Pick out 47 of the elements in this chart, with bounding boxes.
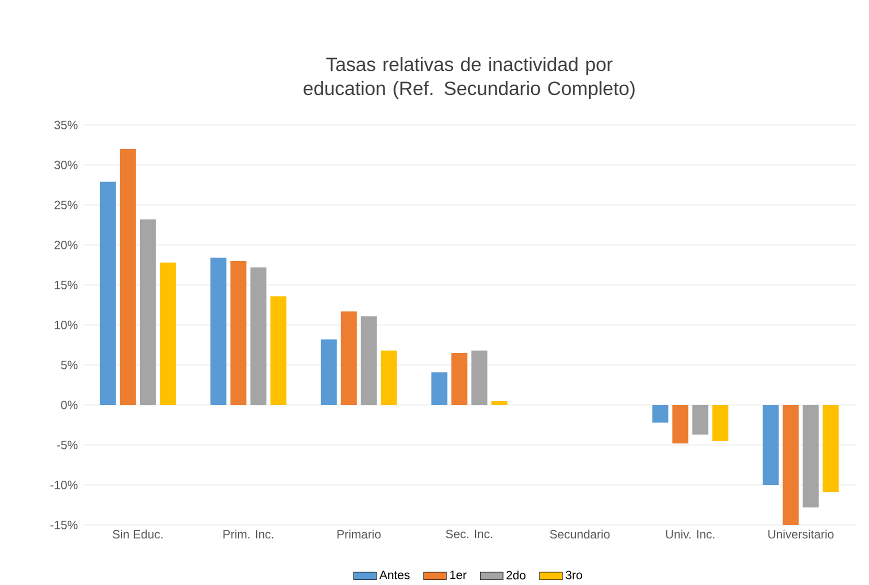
y-tick-label: -10% — [50, 480, 78, 490]
bar — [140, 219, 156, 405]
bar — [672, 404, 688, 444]
bar — [360, 316, 377, 405]
x-tick-label: Prim. Inc. — [223, 530, 274, 539]
y-tick-label: 10% — [54, 320, 78, 330]
bar — [250, 267, 266, 405]
bar — [491, 400, 508, 405]
legend-label: Antes — [379, 570, 410, 580]
bar — [270, 296, 286, 405]
bar — [340, 311, 357, 405]
x-tick-label: Primario — [338, 530, 381, 539]
bar — [380, 350, 397, 405]
bar — [652, 404, 668, 423]
x-tick-label: Secundario — [550, 530, 610, 539]
chart-title: Tasas relativas de inactividad por education (Ref. Secundario Completo) — [304, 57, 635, 99]
x-tick-label: Universitario — [768, 530, 834, 539]
bar — [100, 182, 116, 405]
bar — [431, 372, 448, 405]
y-tick-label: 35% — [54, 120, 78, 130]
x-tick-label: Univ. Inc. — [666, 530, 714, 539]
legend-label: 3ro — [566, 570, 582, 580]
y-tick-label: 25% — [54, 200, 78, 210]
y-tick-label: -15% — [50, 520, 78, 530]
y-tick-label: 30% — [54, 160, 78, 170]
bar — [471, 350, 488, 405]
bar — [762, 404, 779, 485]
bar — [451, 352, 468, 405]
bar — [782, 404, 799, 525]
y-tick-label: 5% — [61, 360, 78, 370]
legend-label: 2do — [506, 570, 526, 580]
bar — [822, 404, 839, 492]
y-tick-label: 0% — [61, 400, 78, 410]
y-tick-label: 20% — [54, 240, 78, 250]
x-tick-label: Sin Educ. — [112, 530, 162, 539]
bar — [230, 260, 246, 405]
bar — [120, 148, 136, 405]
y-tick-label: 15% — [54, 280, 78, 290]
y-tick-label: -5% — [57, 440, 78, 450]
bar — [320, 339, 337, 405]
bar — [802, 404, 819, 508]
bar — [210, 258, 226, 405]
bar — [160, 262, 176, 405]
bar — [692, 404, 708, 435]
legend-label: 1er — [450, 570, 466, 580]
bar — [712, 404, 728, 441]
x-tick-label: Sec. Inc. — [446, 530, 492, 538]
